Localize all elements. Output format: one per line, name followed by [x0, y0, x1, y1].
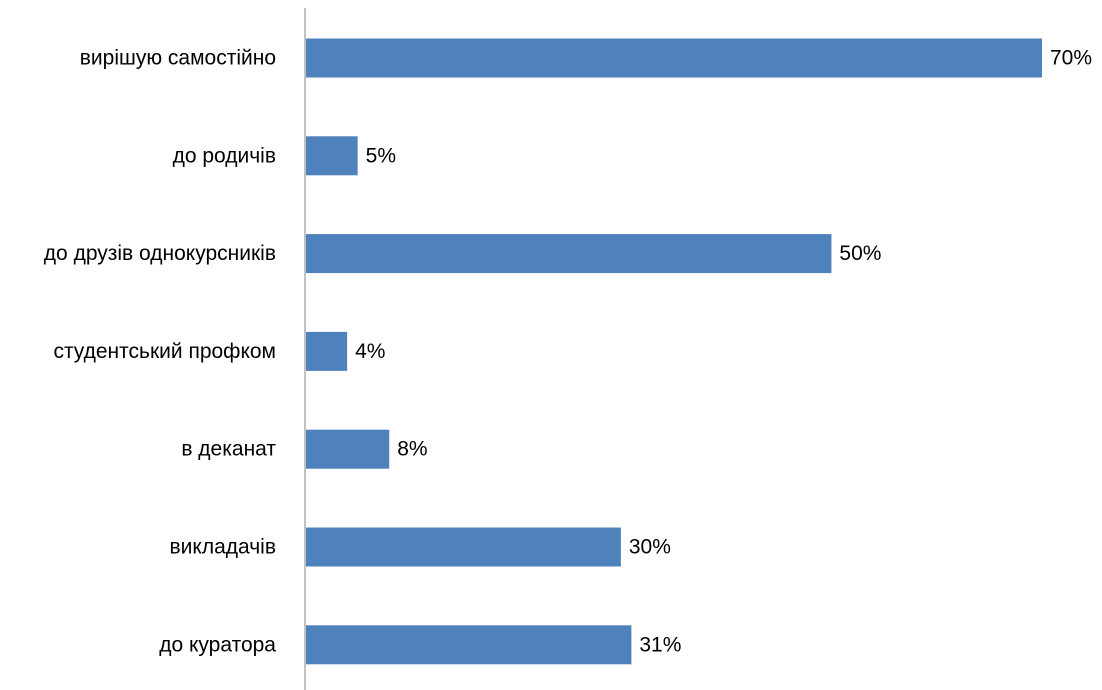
category-label-4: студентський профком	[53, 340, 276, 363]
bar-6	[306, 527, 621, 567]
bar-1	[306, 38, 1042, 78]
bar-4	[306, 331, 348, 371]
category-label-7: до куратора	[159, 633, 276, 656]
bar-3	[306, 234, 832, 274]
value-label-7: 31%	[639, 633, 681, 656]
category-label-5: в деканат	[181, 438, 276, 461]
value-label-6: 30%	[629, 536, 671, 559]
category-label-2: до родичів	[173, 144, 276, 167]
labels-layer: вирішую самостійно 70% до родичів 5% до друз…	[44, 47, 1092, 657]
category-label-3: до друзів однокурсників	[44, 242, 276, 265]
value-label-2: 5%	[366, 144, 396, 167]
bar-2	[306, 136, 358, 176]
category-label-6: викладачів	[170, 536, 276, 559]
bar-5	[306, 429, 390, 469]
value-label-1: 70%	[1050, 47, 1092, 70]
value-label-3: 50%	[839, 242, 881, 265]
bars-layer	[306, 38, 1042, 665]
category-label-1: вирішую самостійно	[80, 47, 276, 70]
value-label-5: 8%	[397, 438, 427, 461]
bar-7	[306, 625, 632, 665]
value-label-4: 4%	[355, 340, 385, 363]
